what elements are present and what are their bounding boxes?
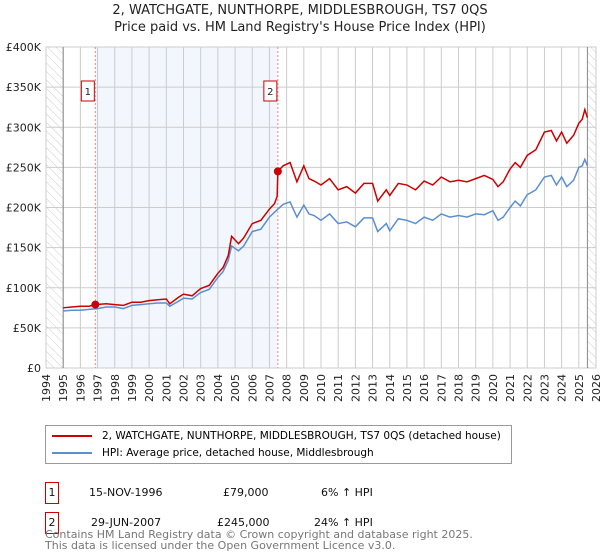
marker-badge: 2	[45, 512, 59, 534]
transaction-hpi: 6% ↑ HPI	[321, 486, 373, 499]
x-tick-label: 1995	[57, 374, 70, 402]
y-tick-label: £350K	[6, 81, 42, 94]
sale-label: 2	[267, 87, 273, 98]
x-tick-label: 2008	[281, 374, 294, 402]
x-tick-label: 2024	[556, 374, 569, 402]
legend: 2, WATCHGATE, NUNTHORPE, MIDDLESBROUGH, …	[45, 425, 512, 464]
legend-swatch-hpi	[52, 452, 92, 454]
transaction-date: 15-NOV-1996	[89, 486, 163, 499]
x-tick-label: 2015	[401, 374, 414, 402]
x-tick-label: 2019	[470, 374, 483, 402]
y-tick-label: £50K	[13, 322, 42, 335]
footer-line-2: This data is licensed under the Open Gov…	[45, 539, 396, 552]
y-tick-label: £0	[27, 362, 41, 375]
x-tick-label: 2022	[521, 374, 534, 402]
price-chart: 1994 1995 1996 1997 1998 1999 2000 2001 2002 2003…	[6, 41, 600, 402]
footer-line-1: Contains HM Land Registry data © Crown c…	[45, 528, 473, 541]
legend-label-hpi: HPI: Average price, detached house, Midd…	[102, 447, 374, 459]
y-tick-label: £100K	[6, 282, 42, 295]
x-tick-label: 2021	[504, 374, 517, 402]
y-tick-label: £400K	[6, 41, 42, 54]
x-tick-label: 2020	[487, 374, 500, 402]
x-tick-label: 2005	[229, 374, 242, 402]
x-tick-label: 2007	[263, 374, 276, 402]
x-tick-label: 2003	[195, 374, 208, 402]
sale-label-box	[263, 80, 278, 102]
x-tick-label: 1996	[74, 374, 87, 402]
legend-swatch-property	[52, 435, 92, 437]
footer-attribution: Contains HM Land Registry data © Crown c…	[45, 529, 473, 551]
x-tick-label: 2016	[418, 374, 431, 402]
x-tick-label: 2025	[573, 374, 586, 402]
sale-point	[91, 300, 100, 309]
sale-label: 1	[85, 87, 91, 98]
y-tick-label: £150K	[6, 242, 42, 255]
x-tick-label: 1998	[109, 374, 122, 402]
property-price-line	[63, 106, 589, 309]
x-tick-label: 2002	[178, 374, 191, 402]
x-tick-label: 2018	[453, 374, 466, 402]
transaction-hpi: 24% ↑ HPI	[314, 516, 373, 529]
x-tick-label: 2004	[212, 374, 225, 402]
x-tick-label: 2012	[349, 374, 362, 402]
sale-point	[273, 167, 282, 176]
sale-label-box	[80, 80, 95, 102]
x-tick-label: 2026	[590, 374, 600, 402]
chart-title: 2, WATCHGATE, NUNTHORPE, MIDDLESBROUGH, …	[112, 3, 488, 18]
x-tick-label: 2000	[143, 374, 156, 402]
x-tick-label: 2001	[160, 374, 173, 402]
x-tick-label: 2014	[384, 374, 397, 402]
x-tick-label: 2006	[246, 374, 259, 402]
x-tick-label: 2013	[367, 374, 380, 402]
transaction-price: £245,000	[217, 516, 270, 529]
y-tick-label: £300K	[6, 121, 42, 134]
x-tick-label: 2017	[435, 374, 448, 402]
x-tick-label: 2009	[298, 374, 311, 402]
y-tick-label: £200K	[6, 202, 42, 215]
x-tick-label: 1997	[92, 374, 105, 402]
transaction-date: 29-JUN-2007	[91, 516, 162, 529]
hpi-line	[63, 157, 589, 312]
x-tick-label: 1999	[126, 374, 139, 402]
x-tick-label: 1994	[40, 374, 53, 402]
x-tick-label: 2023	[538, 374, 551, 402]
marker-badge: 1	[45, 482, 59, 504]
transaction-price: £79,000	[223, 486, 269, 499]
y-tick-label: £250K	[6, 161, 42, 174]
legend-label-property: 2, WATCHGATE, NUNTHORPE, MIDDLESBROUGH, …	[102, 430, 501, 442]
x-tick-label: 2011	[332, 374, 345, 402]
x-tick-label: 2010	[315, 374, 328, 402]
chart-subtitle: Price paid vs. HM Land Registry's House …	[114, 20, 486, 35]
